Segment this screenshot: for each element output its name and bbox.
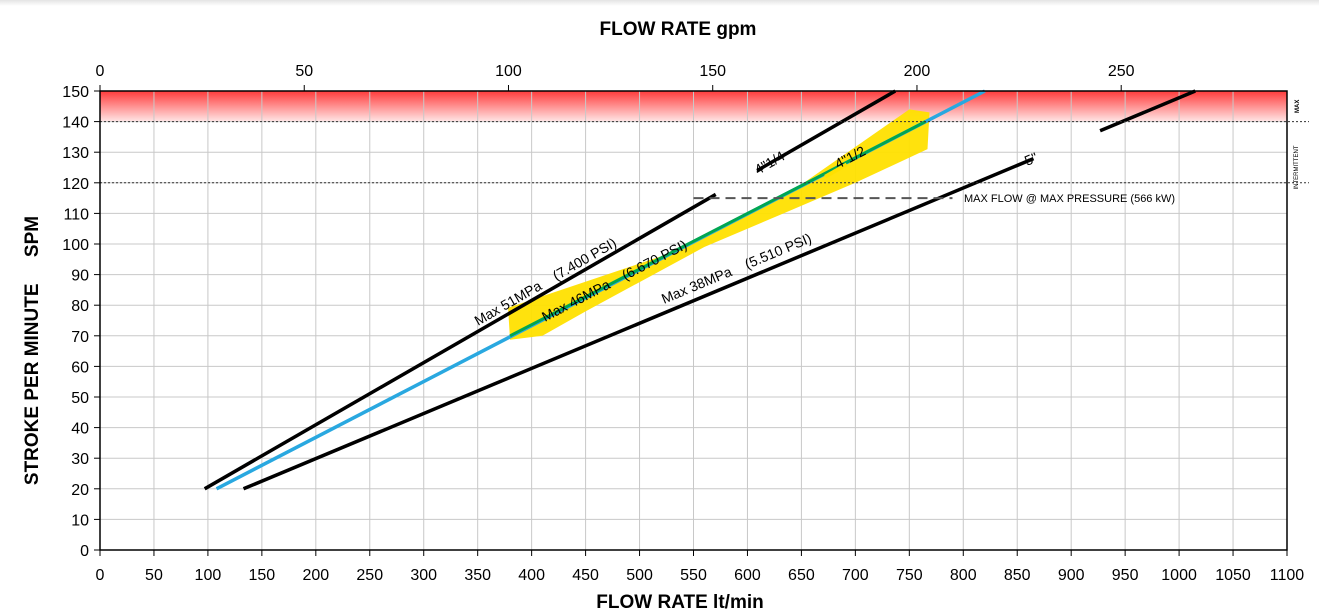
x-bottom-tick-label: 200 xyxy=(302,567,329,584)
x-bottom-tick-label: 450 xyxy=(572,567,599,584)
x-bottom-tick-label: 150 xyxy=(249,567,276,584)
max-flow-label: MAX FLOW @ MAX PRESSURE (566 kW) xyxy=(964,193,1175,205)
x-top-tick-label: 200 xyxy=(904,63,931,80)
y-tick-label: 130 xyxy=(62,145,89,162)
x-top-tick-label: 150 xyxy=(699,63,726,80)
y-tick-label: 50 xyxy=(71,390,89,407)
x-top-tick-label: 250 xyxy=(1108,63,1135,80)
y-tick-label: 60 xyxy=(71,359,89,376)
y-axis-title: STROKE PER MINUTE SPM xyxy=(22,216,43,485)
y-tick-label: 100 xyxy=(62,237,89,254)
y-tick-label: 30 xyxy=(71,451,89,468)
x-bottom-tick-label: 550 xyxy=(680,567,707,584)
series-line-2 xyxy=(242,157,1035,491)
x-bottom-tick-label: 1100 xyxy=(1270,567,1305,584)
x-bottom-tick-label: 800 xyxy=(950,567,977,584)
x-bottom-tick-label: 50 xyxy=(145,567,163,584)
series-line-0 xyxy=(756,89,897,173)
x-top-tick-label: 100 xyxy=(495,63,522,80)
y-tick-label: 150 xyxy=(62,84,89,101)
y-tick-label: 10 xyxy=(71,512,89,529)
x-bottom-tick-label: 0 xyxy=(96,567,105,584)
y-tick-label: 20 xyxy=(71,482,89,499)
x-bottom-tick-label: 650 xyxy=(788,567,815,584)
x-bottom-tick-label: 750 xyxy=(896,567,923,584)
x-bottom-tick-label: 250 xyxy=(356,567,383,584)
y-tick-label: 140 xyxy=(62,115,89,132)
x-bottom-tick-label: 850 xyxy=(1004,567,1031,584)
label-5: 5" xyxy=(1022,149,1040,169)
x-top-tick-label: 0 xyxy=(96,63,105,80)
x-bottom-axis-title: FLOW RATE lt/min xyxy=(596,592,763,612)
highlight-line-gap xyxy=(824,162,848,179)
x-bottom-tick-label: 1050 xyxy=(1215,567,1251,584)
y-tick-label: 40 xyxy=(71,421,89,438)
x-top-tick-label: 50 xyxy=(295,63,313,80)
highlight-line xyxy=(509,120,927,338)
x-bottom-tick-label: 900 xyxy=(1058,567,1085,584)
max-label: MAX xyxy=(1295,100,1301,113)
series-line-2 xyxy=(1099,89,1196,133)
x-top-axis-title: FLOW RATE gpm xyxy=(600,19,757,40)
x-bottom-tick-label: 700 xyxy=(842,567,869,584)
x-bottom-tick-label: 350 xyxy=(464,567,491,584)
x-bottom-tick-label: 400 xyxy=(518,567,545,584)
y-tick-label: 110 xyxy=(63,206,89,223)
intermittent-label: INTERMITTENT xyxy=(1294,145,1300,189)
series-line-0 xyxy=(203,192,717,491)
x-bottom-tick-label: 600 xyxy=(734,567,761,584)
y-tick-label: 70 xyxy=(71,329,89,346)
y-tick-label: 0 xyxy=(80,543,89,560)
y-tick-label: 120 xyxy=(62,176,89,193)
y-tick-label: 80 xyxy=(71,298,89,315)
y-tick-label: 90 xyxy=(71,268,89,285)
x-bottom-tick-label: 100 xyxy=(195,567,222,584)
x-bottom-tick-label: 500 xyxy=(626,567,653,584)
x-bottom-tick-label: 1000 xyxy=(1161,567,1197,584)
x-bottom-tick-label: 300 xyxy=(410,567,437,584)
top-shadow xyxy=(0,0,1319,6)
x-bottom-tick-label: 950 xyxy=(1112,567,1139,584)
